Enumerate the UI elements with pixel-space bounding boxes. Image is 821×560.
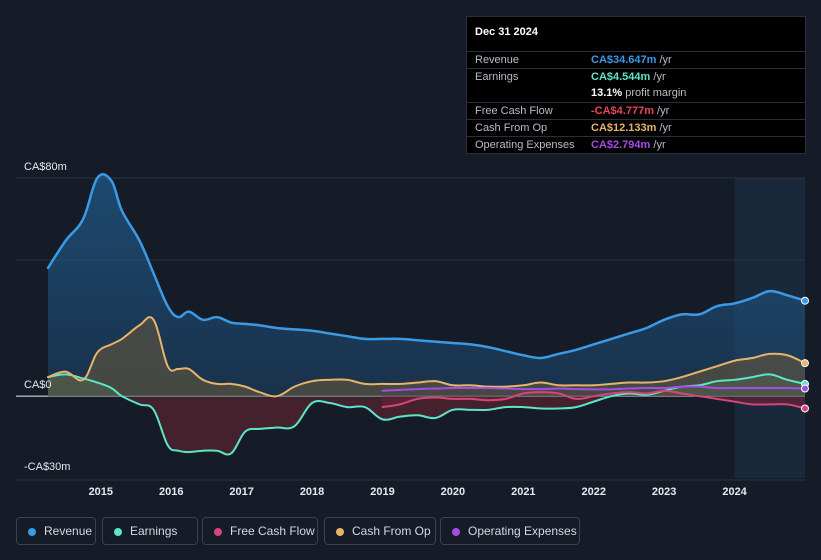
y-tick-label: CA$80m [24,161,67,173]
legend-label: Free Cash Flow [230,524,315,538]
free-cash-flow-line [381,389,806,410]
legend-item-earnings[interactable]: Earnings [102,517,198,545]
legend-item-operating-expenses[interactable]: Operating Expenses [440,517,580,545]
revenue-area-positive [48,174,805,397]
legend-label: Cash From Op [352,524,431,538]
cash-from-op-end-marker [801,359,809,368]
x-tick-label: 2020 [441,486,465,498]
tooltip-row-fcf: Free Cash Flow -CA$4.777m /yr [467,102,805,119]
tooltip-row-margin: 13.1% profit margin [467,85,805,102]
legend-dot-icon [114,528,122,536]
legend-item-revenue[interactable]: Revenue [16,517,96,545]
tooltip-earnings-value: CA$4.544m /yr [591,71,666,83]
tooltip-fcf-value: -CA$4.777m /yr [591,105,670,117]
tooltip-cfo-value: CA$12.133m /yr [591,122,672,134]
x-tick-label: 2023 [652,486,676,498]
legend-item-cash-from-op[interactable]: Cash From Op [324,517,436,545]
tooltip-label: Earnings [475,71,519,83]
y-tick-label: CA$0 [24,379,52,391]
legend-label: Operating Expenses [468,524,577,538]
legend-dot-icon [452,528,460,536]
data-tooltip: Dec 31 2024 Revenue CA$34.647m /yr Earni… [466,16,806,154]
x-tick-label: 2022 [582,486,606,498]
tooltip-label: Cash From Op [475,122,548,134]
operating-expenses-line [381,385,806,392]
free-cash-flow-end-marker [801,404,809,413]
earnings-line [47,373,806,456]
tooltip-label: Operating Expenses [475,139,575,151]
tooltip-row-cfo: Cash From Op CA$12.133m /yr [467,119,805,136]
x-tick-label: 2021 [511,486,535,498]
x-tick-label: 2024 [722,486,747,498]
x-tick-label: 2017 [229,486,253,498]
tooltip-label: Revenue [475,54,520,66]
y-tick-label: -CA$30m [24,461,70,473]
cash-from-op-line [47,316,806,398]
revenue-end-marker [801,296,809,305]
tooltip-date: Dec 31 2024 [475,26,538,38]
x-tick-label: 2015 [89,486,113,498]
tooltip-row-earnings: Earnings CA$4.544m /yr [467,68,805,85]
free-cash-flow-area-positive [382,390,805,397]
tooltip-revenue-value: CA$34.647m /yr [591,54,672,66]
tooltip-opex-value: CA$2.794m /yr [591,139,666,151]
tooltip-row-opex: Operating Expenses CA$2.794m /yr [467,136,805,153]
revenue-line [46,173,807,360]
legend-label: Revenue [44,524,93,538]
tooltip-label: Free Cash Flow [475,105,553,117]
legend-dot-icon [214,528,222,536]
tooltip-margin-value: 13.1% profit margin [591,87,687,99]
operating-expenses-end-marker [801,384,809,393]
x-tick-label: 2019 [370,486,394,498]
x-tick-label: 2018 [300,486,324,498]
x-tick-label: 2016 [159,486,183,498]
legend-dot-icon [28,528,36,536]
legend-dot-icon [336,528,344,536]
legend-label: Earnings [130,524,178,538]
earnings-area-negative [123,397,609,455]
legend-item-free-cash-flow[interactable]: Free Cash Flow [202,517,318,545]
tooltip-row-revenue: Revenue CA$34.647m /yr [467,51,805,68]
